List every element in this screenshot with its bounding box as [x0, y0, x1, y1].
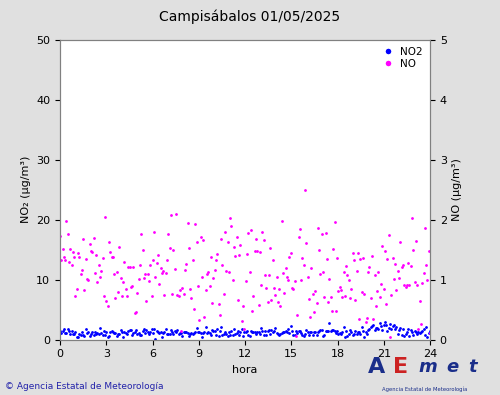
Y-axis label: NO (µg/m³): NO (µg/m³): [452, 158, 462, 221]
Text: t: t: [468, 358, 477, 376]
Text: © Agencia Estatal de Meteorología: © Agencia Estatal de Meteorología: [5, 382, 164, 391]
Text: m: m: [418, 358, 438, 376]
Text: Campisábalos 01/05/2025: Campisábalos 01/05/2025: [160, 10, 340, 24]
Text: Agencia Estatal de Meteorología: Agencia Estatal de Meteorología: [382, 387, 468, 392]
Y-axis label: NO₂ (µg/m³): NO₂ (µg/m³): [20, 156, 30, 223]
Legend: NO2, NO: NO2, NO: [375, 45, 425, 71]
Text: A: A: [368, 357, 386, 377]
X-axis label: hora: hora: [232, 365, 258, 375]
Text: e: e: [446, 358, 458, 376]
Text: E: E: [394, 357, 408, 377]
